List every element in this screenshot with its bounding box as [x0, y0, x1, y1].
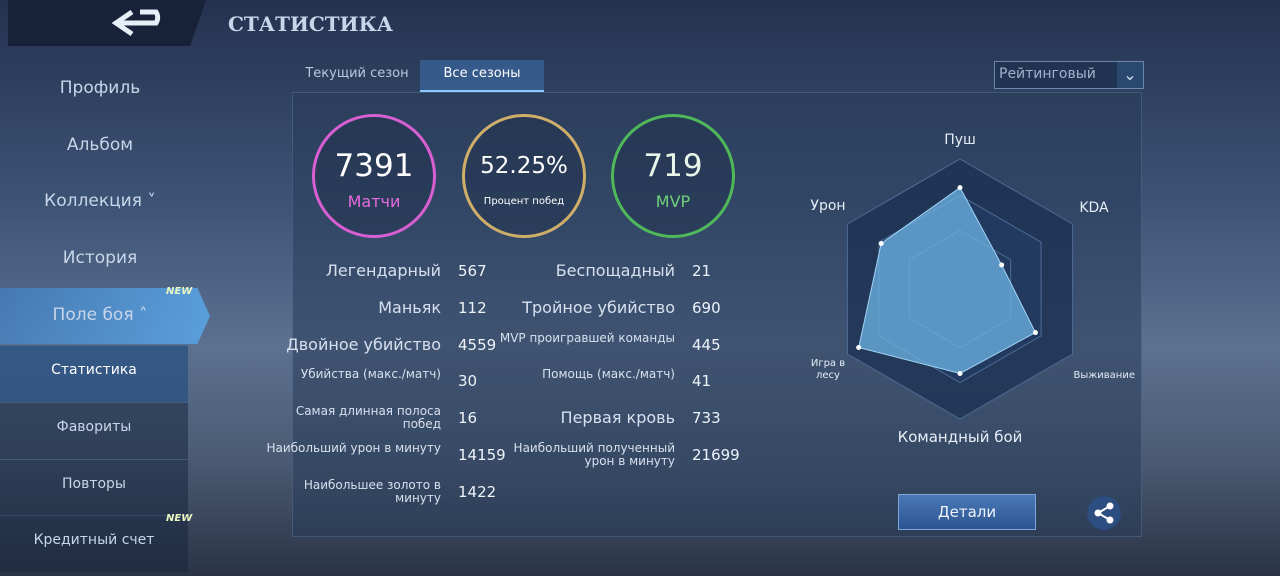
- radar-axis-label: Пуш: [944, 132, 976, 148]
- sidebar-active-bg: [0, 288, 210, 344]
- sidebar-subitem[interactable]: [0, 402, 188, 459]
- sidebar-subitem[interactable]: [0, 459, 188, 516]
- radar-point: [957, 371, 963, 376]
- radar-axis-label: KDA: [1079, 200, 1109, 216]
- stat-value: 1422: [458, 483, 497, 501]
- stat-label: Наибольшее золото в минуту: [303, 478, 441, 505]
- stat-value: 21699: [692, 446, 740, 464]
- stat-value: 690: [692, 299, 721, 317]
- stat-label: Двойное убийство: [286, 335, 441, 354]
- stat-value: 733: [692, 409, 721, 427]
- sidebar-subitem[interactable]: [0, 515, 188, 572]
- sidebar-item[interactable]: Поле боя ˄: [52, 305, 148, 325]
- radar-point: [999, 262, 1005, 268]
- stat-label: Убийства (макс./матч): [300, 367, 441, 381]
- stat-label: Помощь (макс./матч): [542, 367, 675, 381]
- radar-point: [878, 241, 884, 246]
- stat-label: MVP проигравшей команды: [499, 331, 675, 345]
- mode-select[interactable]: Рейтинговый ⌄: [994, 61, 1144, 89]
- sidebar-subitem[interactable]: [0, 345, 188, 402]
- stat-value: 567: [458, 262, 487, 280]
- share-button[interactable]: [1086, 495, 1122, 531]
- sidebar-item[interactable]: Фавориты: [56, 419, 132, 435]
- new-badge: NEW: [166, 286, 193, 297]
- back-button[interactable]: [110, 6, 172, 40]
- radar-axis-label: Командный бой: [898, 428, 1023, 446]
- sidebar-item[interactable]: Профиль: [59, 78, 141, 98]
- sidebar-item[interactable]: Альбом: [66, 135, 134, 155]
- stat-value: 14159: [458, 446, 506, 464]
- stat-value: 16: [458, 409, 478, 427]
- stat-label: Тройное убийство: [522, 298, 675, 317]
- stat-label: Самая длинная полоса побед: [295, 404, 441, 431]
- radar-axis-label: Выживание: [1074, 370, 1135, 381]
- radar-point: [957, 185, 963, 191]
- summary-label: MVP: [655, 192, 691, 211]
- new-badge: NEW: [166, 513, 193, 524]
- tab[interactable]: Текущий сезон: [305, 66, 409, 81]
- summary-ring: [312, 114, 436, 238]
- sidebar-item[interactable]: Повторы: [61, 476, 126, 492]
- radar-point: [1032, 330, 1038, 336]
- summary-ring: [462, 114, 586, 238]
- sidebar-item[interactable]: История: [62, 248, 138, 268]
- summary-value: 719: [643, 148, 703, 184]
- stat-label: Маньяк: [378, 298, 441, 317]
- summary-value: 7391: [334, 148, 414, 184]
- stat-value: 21: [692, 262, 712, 280]
- stat-label: Наибольший урон в минуту: [266, 441, 441, 455]
- dropdown-arrow: ⌄: [1117, 62, 1143, 88]
- stat-value: 4559: [458, 336, 497, 354]
- sidebar-item[interactable]: Кредитный счет: [33, 532, 155, 548]
- stat-value: 112: [458, 299, 487, 317]
- summary-label: Матчи: [347, 192, 401, 211]
- sidebar-item[interactable]: Статистика: [51, 362, 137, 378]
- back-bar: [8, 0, 206, 46]
- stat-label: Первая кровь: [560, 408, 675, 427]
- radar-axis-label: Игра в лесу: [811, 358, 845, 381]
- summary-ring: [611, 114, 735, 238]
- stat-value: 445: [692, 336, 721, 354]
- radar-point: [856, 345, 862, 350]
- radar-chart: Пуш KDA Выживание Командный бой Игра в лесу Ур…: [810, 132, 1135, 446]
- stat-label: Беспощадный: [555, 261, 675, 280]
- radar-axis-label: Урон: [810, 198, 845, 214]
- tab[interactable]: Все сезоны: [420, 60, 544, 92]
- stat-value: 41: [692, 372, 712, 390]
- mode-label: Рейтинговый: [999, 66, 1096, 82]
- stat-label: Наибольший полученный урон в минуту: [513, 441, 675, 468]
- summary-label: Процент побед: [483, 196, 565, 207]
- stat-label: Легендарный: [325, 261, 441, 280]
- sidebar-item[interactable]: Коллекция ˅: [44, 191, 156, 211]
- summary-value: 52.25%: [480, 153, 568, 179]
- stat-value: 30: [458, 372, 478, 390]
- page-title: СТАТИСТИКА: [228, 12, 394, 36]
- details-button[interactable]: Детали: [898, 494, 1036, 530]
